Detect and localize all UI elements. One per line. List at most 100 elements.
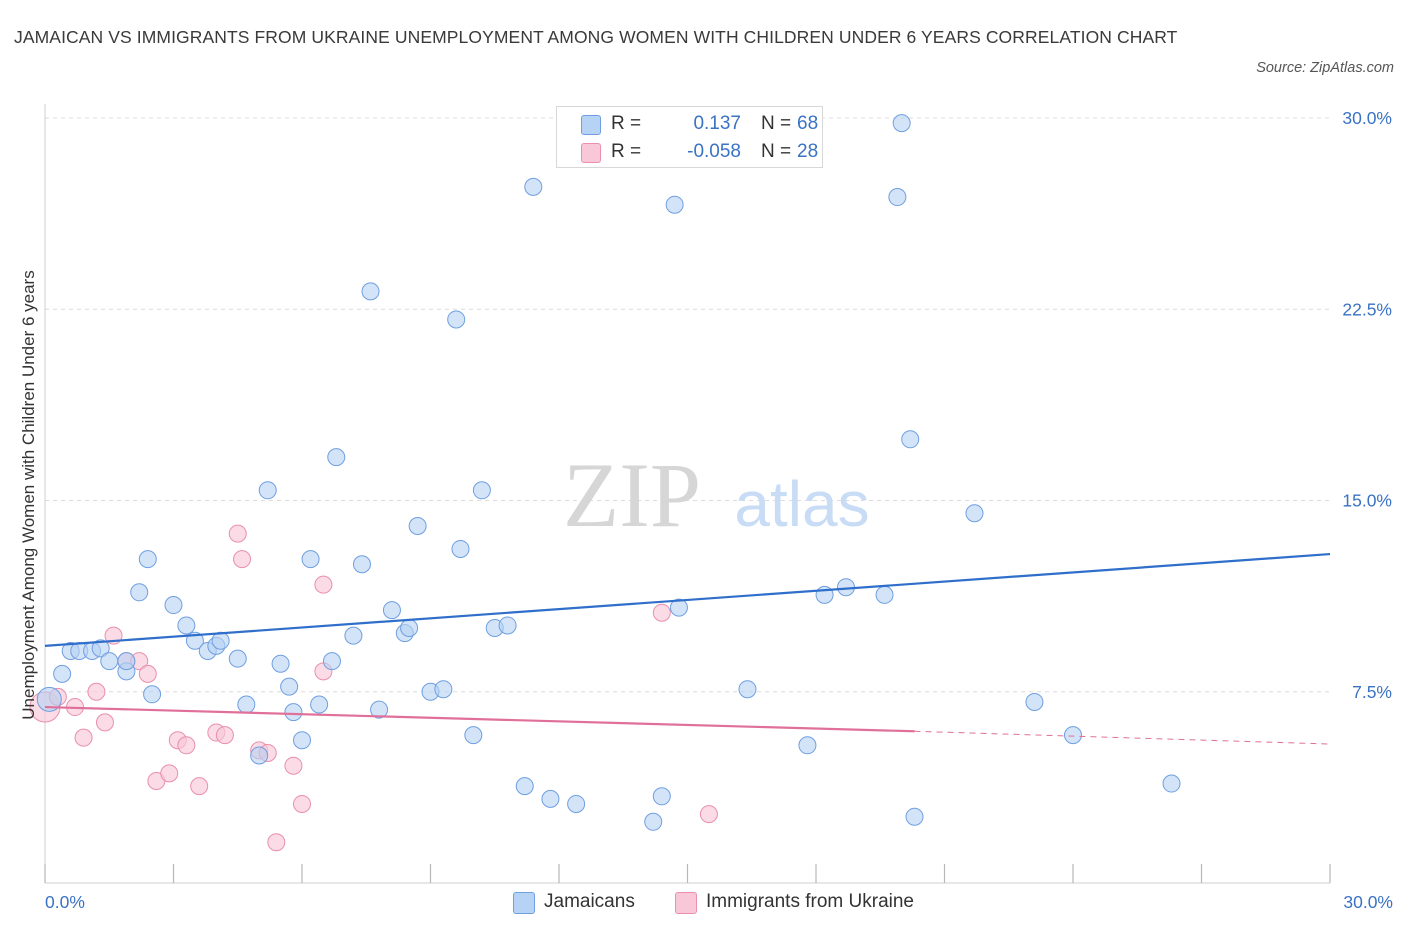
jamaican-point xyxy=(464,726,483,745)
correlation-legend: R = 0.137 N = 68 R = -0.058 N = 28 xyxy=(556,106,823,168)
jamaican-point xyxy=(100,652,119,671)
jamaican-point xyxy=(293,731,311,750)
jamaican-point xyxy=(567,794,586,813)
jamaican-point xyxy=(738,680,757,699)
jamaican-point xyxy=(164,596,183,615)
ukraine-point xyxy=(190,777,209,796)
y-tick-labels: 7.5% 15.0% 22.5% 30.0% xyxy=(1342,108,1392,702)
jamaican-point xyxy=(965,504,984,523)
jamaican-point xyxy=(644,812,663,831)
jamaican-point xyxy=(228,649,247,668)
jamaican-point xyxy=(327,448,346,467)
watermark-atlas: atlas xyxy=(734,468,869,540)
jamaican-point xyxy=(798,736,817,755)
jamaican-point xyxy=(1025,692,1044,711)
y-tick-label: 7.5% xyxy=(1352,682,1392,702)
jamaican-point xyxy=(400,619,419,637)
stat-n-label: N = xyxy=(761,113,792,134)
x-tick-labels: 0.0% 30.0% xyxy=(45,892,1393,912)
jamaican-point xyxy=(652,787,671,806)
stat-swatch-ukraine xyxy=(581,143,601,163)
stat-swatch-jamaicans xyxy=(581,115,601,135)
ukraine-point xyxy=(284,756,303,775)
stat-r-label: R = xyxy=(611,141,642,162)
jamaican-point xyxy=(284,703,303,722)
jamaican-point xyxy=(1162,774,1181,793)
jamaican-point xyxy=(434,680,453,699)
ukraine-point xyxy=(293,794,311,813)
jamaican-point xyxy=(301,550,320,569)
ukraine-point xyxy=(652,603,671,622)
jamaican-point xyxy=(498,616,517,635)
stat-r-value: -0.058 xyxy=(687,141,741,162)
legend-label-ukraine: Immigrants from Ukraine xyxy=(706,891,914,912)
ukraine-point xyxy=(138,664,157,683)
jamaican-point xyxy=(665,195,684,214)
jamaican-point xyxy=(541,789,560,808)
y-axis-label: Unemployment Among Women with Children U… xyxy=(19,270,38,720)
jamaican-point xyxy=(344,626,363,645)
ukraine-point xyxy=(87,682,106,701)
stat-n-label: N = xyxy=(761,141,792,162)
jamaican-point xyxy=(447,310,466,329)
ukraine-point xyxy=(233,550,252,569)
ukraine-point xyxy=(160,764,179,783)
jamaican-point xyxy=(892,114,911,133)
x-tick-label: 30.0% xyxy=(1343,892,1393,912)
legend-swatch-jamaicans xyxy=(513,892,535,914)
jamaican-point xyxy=(669,598,688,617)
jamaican-point xyxy=(310,695,329,714)
watermark: ZIP atlas xyxy=(563,444,870,546)
stat-n-value: 28 xyxy=(797,141,819,162)
chart-title: JAMAICAN VS IMMIGRANTS FROM UKRAINE UNEM… xyxy=(14,27,1178,47)
stat-r-value: 0.137 xyxy=(693,113,741,134)
jamaican-point xyxy=(143,685,162,704)
jamaican-point xyxy=(250,746,269,765)
series-ukraine xyxy=(29,524,718,852)
ukraine-point xyxy=(95,713,114,732)
ukraine-point xyxy=(699,805,718,824)
ukraine-point xyxy=(267,833,286,852)
jamaican-point xyxy=(524,177,543,196)
stat-r-label: R = xyxy=(611,113,642,134)
series-legend: Jamaicans Immigrants from Ukraine xyxy=(0,888,1406,916)
ukraine-point xyxy=(177,736,196,755)
jamaican-point xyxy=(1064,726,1082,745)
jamaican-point xyxy=(370,700,389,719)
jamaican-point xyxy=(382,601,401,620)
jamaican-point xyxy=(271,654,290,673)
y-tick-label: 22.5% xyxy=(1342,299,1392,319)
ukraine-point xyxy=(228,524,247,543)
watermark-zip: ZIP xyxy=(563,444,701,546)
y-tick-label: 15.0% xyxy=(1342,491,1392,511)
ukraine-point xyxy=(215,726,234,745)
ukraine-point xyxy=(74,728,93,747)
y-tick-label: 30.0% xyxy=(1342,108,1392,128)
x-tick-label: 0.0% xyxy=(45,892,85,912)
ukraine-trend-extension xyxy=(914,730,1331,745)
legend-swatch-ukraine xyxy=(675,892,697,914)
jamaican-point xyxy=(322,652,341,671)
jamaican-point xyxy=(91,639,110,658)
jamaican-point xyxy=(352,555,371,574)
ukraine-point xyxy=(314,575,333,594)
jamaican-point xyxy=(875,585,894,604)
jamaican-point xyxy=(888,188,907,207)
jamaican-point xyxy=(237,695,256,714)
stat-n-value: 68 xyxy=(797,113,819,134)
ukraine-trend-line xyxy=(44,705,915,733)
jamaican-point xyxy=(138,550,157,569)
jamaican-point xyxy=(53,664,72,683)
jamaican-point xyxy=(905,807,924,826)
jamaican-point xyxy=(117,652,136,671)
source-note: Source: ZipAtlas.com xyxy=(1256,60,1394,76)
jamaican-point xyxy=(177,616,196,635)
jamaican-point xyxy=(515,777,534,796)
jamaican-point xyxy=(361,282,380,301)
trend-lines xyxy=(44,552,1331,745)
jamaican-point xyxy=(472,481,491,500)
jamaican-point xyxy=(258,481,277,500)
legend-label-jamaicans: Jamaicans xyxy=(544,891,635,912)
axes xyxy=(44,104,1331,884)
jamaican-point xyxy=(280,677,299,696)
